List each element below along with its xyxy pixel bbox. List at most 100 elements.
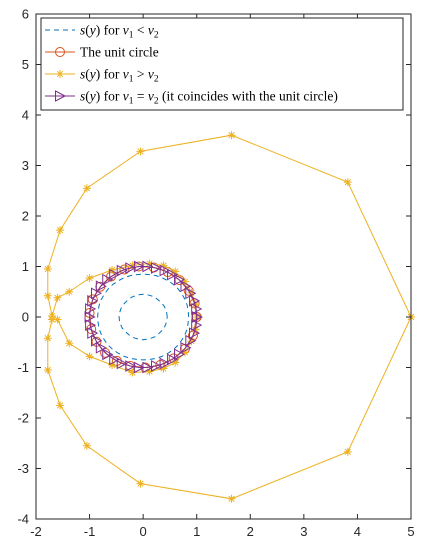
x-tick-label: 1 <box>193 524 200 539</box>
data-point <box>151 360 163 372</box>
data-point <box>91 287 103 300</box>
data-point <box>87 294 98 305</box>
plot-series <box>43 131 415 503</box>
data-point <box>180 277 189 286</box>
legend-label-part: ( <box>85 67 90 82</box>
data-point <box>85 352 94 361</box>
y-tick-label: 4 <box>22 108 29 123</box>
data-point <box>189 327 201 339</box>
data-point <box>82 184 91 193</box>
data-point <box>159 261 168 270</box>
data-point <box>133 260 145 273</box>
data-point <box>145 367 154 376</box>
data-point <box>191 311 203 323</box>
data-point <box>185 334 197 347</box>
data-point <box>95 280 107 293</box>
data-point <box>85 274 94 283</box>
data-point <box>136 479 145 488</box>
data-point <box>43 265 52 274</box>
data-point <box>171 267 180 276</box>
data-point <box>108 360 117 369</box>
y-tick-label: 2 <box>22 209 29 224</box>
data-point <box>56 226 65 235</box>
x-tick-label: -1 <box>84 524 96 539</box>
data-point <box>108 266 117 275</box>
legend-label-part: 2 <box>154 31 159 41</box>
legend-label-part: ( <box>85 23 90 38</box>
legend-label-part: ( <box>85 89 90 104</box>
data-point <box>119 264 130 275</box>
data-point <box>125 262 137 274</box>
data-point <box>174 348 186 361</box>
legend-label: The unit circle <box>80 45 159 60</box>
data-point <box>192 313 201 321</box>
data-point <box>65 287 74 296</box>
x-tick-label: 3 <box>300 524 307 539</box>
axis-ticks: -2 -1 0 1 2 3 4 5 -4 -3 -2 -1 0 1 2 3 4 5 6 <box>17 7 414 540</box>
legend-label-part: (it coincides with the unit circle) <box>159 89 338 104</box>
data-point <box>167 268 179 281</box>
legend-label-part: ) for <box>96 89 123 104</box>
data-point <box>145 259 154 268</box>
data-point <box>116 264 128 277</box>
data-point <box>187 337 196 346</box>
data-point <box>102 348 114 361</box>
legend-entry-2: The unit circle <box>45 45 159 60</box>
data-point <box>87 295 99 307</box>
data-point <box>189 295 201 307</box>
x-tick-label: -2 <box>30 524 42 539</box>
data-point <box>180 280 192 293</box>
x-tick-label: 0 <box>140 524 147 539</box>
data-point <box>82 441 91 450</box>
legend-label-part: ) for <box>96 67 123 82</box>
data-point <box>159 264 171 277</box>
data-point <box>85 303 97 315</box>
legend-label-part: < <box>134 23 148 38</box>
data-point <box>191 303 203 315</box>
legend-label-part: The unit circle <box>80 45 159 60</box>
legend-label-part: ) for <box>96 23 123 38</box>
data-point <box>136 147 145 156</box>
legend-marker <box>55 47 65 57</box>
data-point <box>133 361 145 374</box>
legend-label-part: 1 <box>129 31 134 41</box>
data-point <box>109 268 121 281</box>
data-point <box>116 357 128 370</box>
data-point <box>85 319 97 331</box>
legend-label-part: 2 <box>154 75 159 85</box>
data-point <box>185 287 197 300</box>
y-tick-label: -4 <box>17 512 29 527</box>
legend-label-part: 2 <box>154 97 159 107</box>
y-tick-label: -2 <box>17 411 29 426</box>
legend-label-part: y <box>88 67 96 82</box>
data-point <box>43 291 52 300</box>
data-point <box>191 319 203 331</box>
legend-marker <box>56 70 64 78</box>
legend-label: s(y) for ν1 > ν2 <box>80 67 159 85</box>
y-tick-label: 5 <box>22 57 29 72</box>
legend-label-part: s <box>80 67 85 82</box>
data-point <box>43 334 52 343</box>
legend-label-part: ν <box>148 67 154 82</box>
legend-label-part: ν <box>123 67 129 82</box>
legend-box <box>40 17 404 111</box>
legend-label-part: > <box>134 67 148 82</box>
legend-label-part: y <box>88 89 96 104</box>
data-point <box>343 178 352 187</box>
data-point <box>180 348 189 357</box>
data-point <box>159 364 168 373</box>
y-tick-label: 1 <box>22 259 29 274</box>
legend-label-part: s <box>80 23 85 38</box>
data-point <box>151 262 163 274</box>
data-point <box>191 300 200 309</box>
legend-label-part: ν <box>123 23 129 38</box>
data-point <box>53 293 62 302</box>
data-point <box>343 447 352 456</box>
data-point <box>191 325 200 334</box>
data-point <box>227 131 236 140</box>
data-point <box>109 353 121 366</box>
data-point <box>187 288 196 297</box>
legend-label-part: y <box>88 23 96 38</box>
